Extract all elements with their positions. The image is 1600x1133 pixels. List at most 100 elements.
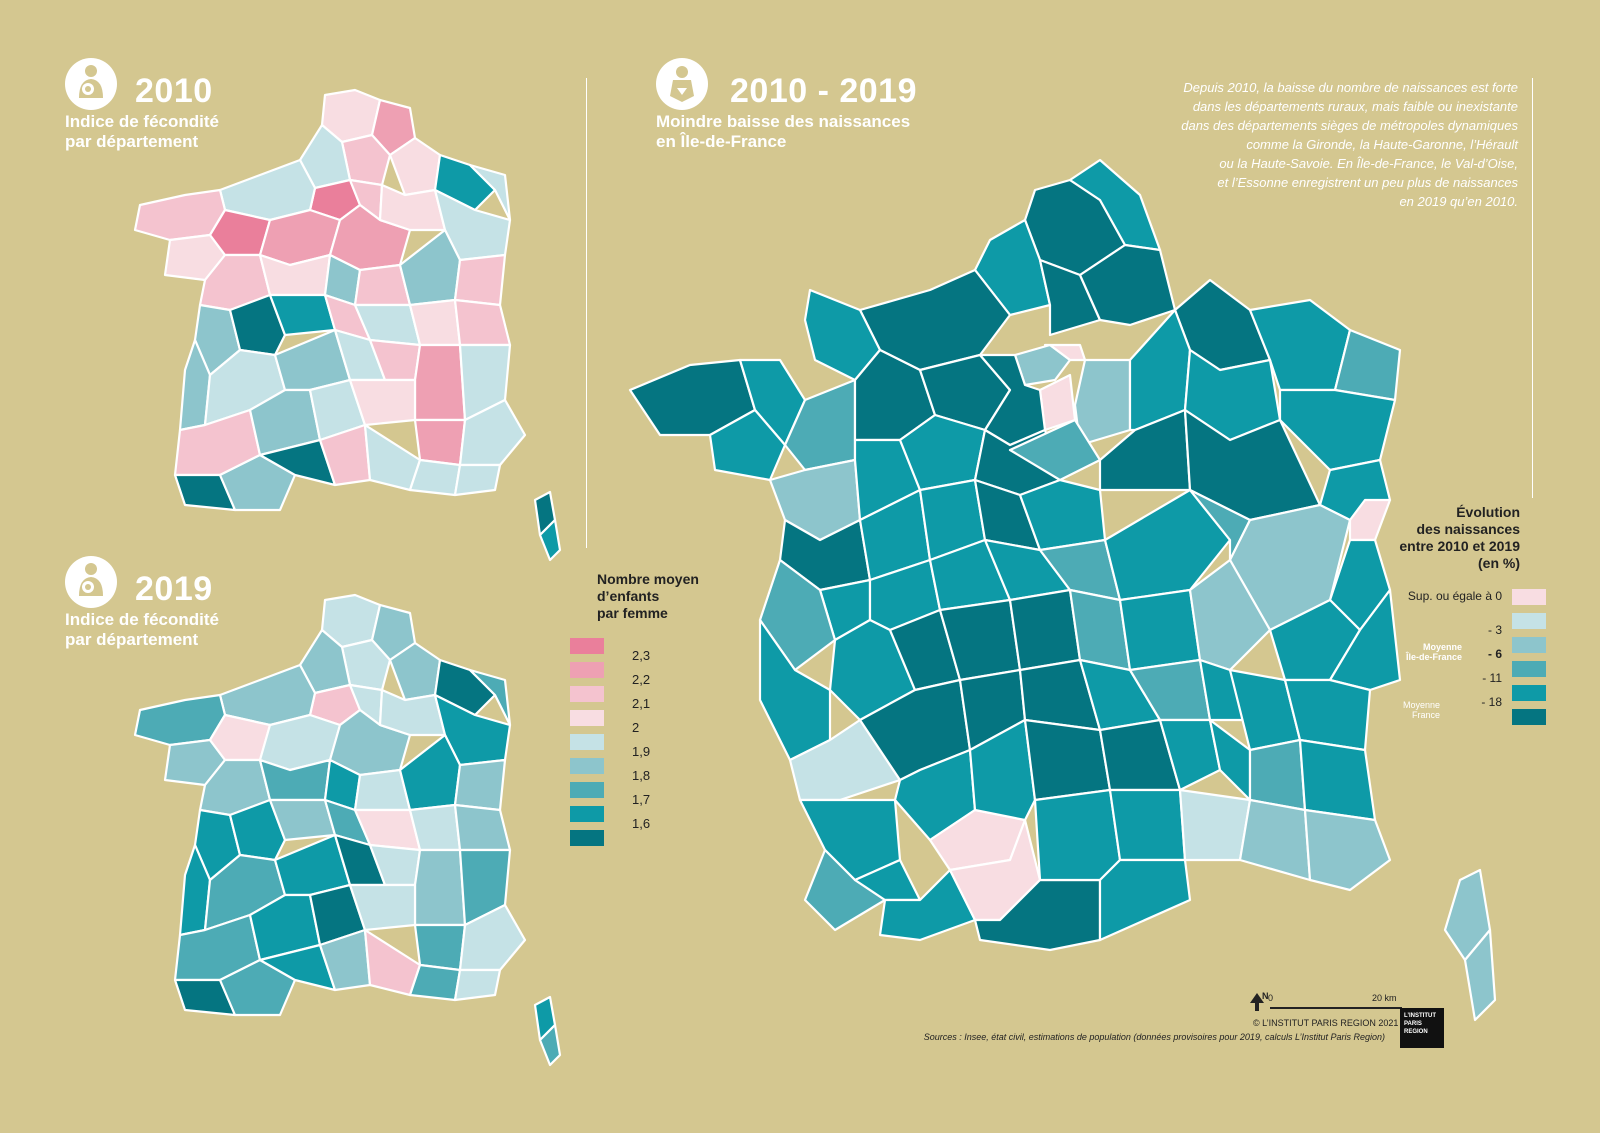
fertility-swatch [570,830,604,846]
copyright: © L’INSTITUT PARIS REGION 2021 [1253,1018,1399,1028]
fertility-legend-label: 1,8 [632,768,651,783]
evolution-legend-label: - 3 [1487,623,1502,637]
department [1298,738,1377,822]
department [803,848,887,932]
map-2010-subtitle: Indice de fécondité par département [65,112,219,151]
scale-zero: 0 [1268,993,1274,1003]
divider-line [586,78,587,548]
department [1108,788,1187,862]
department [408,298,462,347]
department [1328,588,1402,692]
moyenne-france-label: Moyenne France [1402,700,1440,720]
mother-child-icon [65,58,117,110]
fertility-legend-label: 2,3 [632,648,651,663]
logo-text: L’INSTITUT PARIS REGION [1404,1013,1436,1035]
department [1303,808,1392,892]
fertility-legend-label: 2 [632,720,640,735]
department [453,463,502,497]
north-arrow-icon [1250,993,1264,1016]
department [408,458,462,497]
north-label: N [1262,991,1269,1001]
department [1018,478,1107,552]
evolution-legend-label: - 6 [1487,647,1502,661]
departments-2019 [133,593,562,1067]
fertility-swatch [570,662,604,678]
department [363,928,422,997]
baby-icon [656,58,708,110]
fertility-legend-label: 1,6 [632,816,651,831]
departments-evolution [628,158,1497,1022]
department [413,343,467,422]
evolution-legend-label: - 11 [1482,671,1502,685]
department [1238,798,1312,882]
department [1073,358,1132,447]
department [458,903,527,972]
department [1463,928,1497,1022]
department [1118,588,1202,672]
department [1103,488,1232,602]
evolution-swatch [1512,589,1546,605]
france-map-evolution [628,158,1497,1022]
evolution-description: Depuis 2010, la baisse du nombre de nais… [1181,80,1518,209]
institut-logo: L’INSTITUT PARIS REGION [1400,1008,1444,1048]
divider-line [1532,78,1533,498]
evolution-title: 2010 - 2019 [730,72,917,110]
department [1038,258,1102,337]
department [1023,718,1112,802]
fertility-swatch [570,806,604,822]
department [1043,343,1087,362]
department [218,453,297,512]
department [1033,788,1122,882]
fertility-legend-title: Nombre moyen d’enfants par femme [597,571,699,621]
department [758,558,837,672]
fertility-swatch [570,710,604,726]
department [453,968,502,1002]
fertility-legend-label: 1,9 [632,744,651,759]
department [228,798,287,862]
fertility-legend-label: 2,2 [632,672,651,687]
evolution-legend-title: Évolution des naissances entre 2010 et 2… [1399,504,1520,571]
evolution-legend-label: - 18 [1481,695,1502,709]
department [1178,788,1252,862]
department [1008,588,1082,672]
scale-distance: 20 km [1372,993,1397,1003]
department [408,803,462,852]
evolution-subtitle: Moindre baisse des naissances en Île-de-… [656,112,911,151]
france-map-2019 [133,593,562,1067]
department [968,718,1037,822]
department [1248,738,1307,812]
mother-child-icon [65,556,117,608]
fertility-swatch [570,758,604,774]
department [1283,678,1372,752]
evolution-legend-label: Sup. ou égale à 0 [1407,589,1502,603]
fertility-swatch [570,638,604,654]
fertility-legend-label: 2,1 [632,696,651,711]
evolution-swatch [1512,685,1546,701]
moyenne-idf-label: Moyenne Île-de-France [1405,642,1462,662]
department [538,518,562,562]
department [413,923,467,972]
department [453,758,507,812]
map-2019-subtitle: Indice de fécondité par département [65,610,219,649]
departments-2010 [133,88,562,562]
department [1098,858,1192,942]
department [1348,498,1392,542]
department [398,733,462,812]
sources: Sources : Insee, état civil, estimations… [923,1032,1385,1042]
evolution-swatch [1512,613,1546,629]
department [1188,558,1272,672]
department [413,418,467,467]
department [363,423,422,492]
department [433,658,497,717]
department [433,153,497,212]
department [398,228,462,307]
evolution-swatch [1512,661,1546,677]
department [538,1023,562,1067]
france-map-2010 [133,88,562,562]
department [218,958,297,1017]
fertility-swatch [570,686,604,702]
evolution-swatch [1512,709,1546,725]
department [413,848,467,927]
fertility-legend-label: 1,7 [632,792,651,807]
fertility-swatch [570,782,604,798]
